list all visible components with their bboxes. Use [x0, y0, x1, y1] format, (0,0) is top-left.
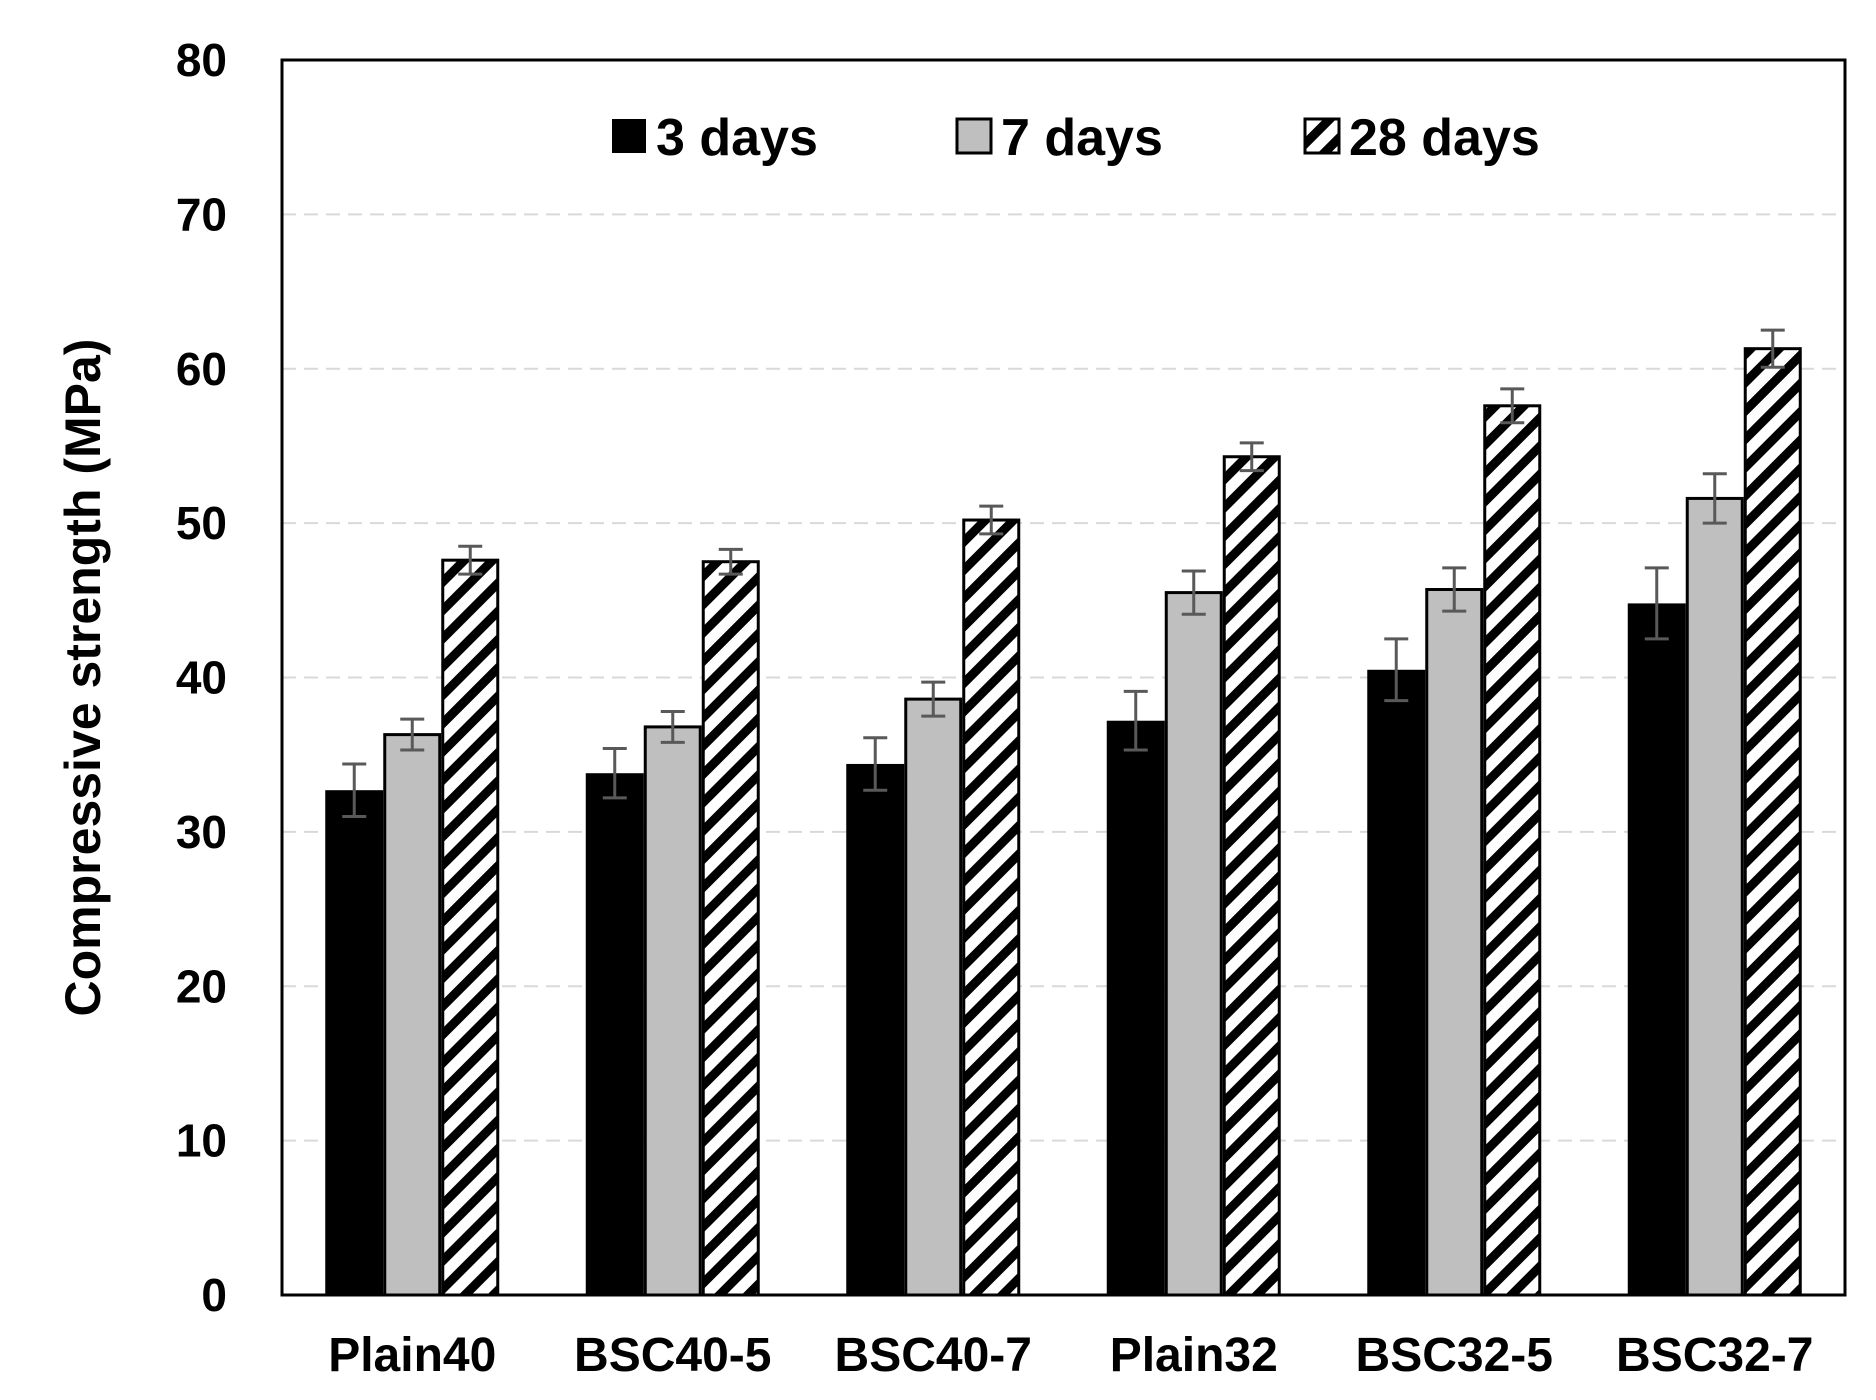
legend-swatch-28days	[1303, 117, 1341, 155]
bar-BSC40-7-28days	[962, 518, 1021, 1297]
y-tick-label-60: 60	[176, 343, 227, 395]
x-tick-label-BSC32-5: BSC32-5	[1356, 1329, 1553, 1382]
bar-BSC40-7-7days	[904, 697, 963, 1297]
y-axis-ticks: 0 10 20 30 40 50 60 70 80	[176, 34, 227, 1321]
bar-Plain32-3days	[1106, 720, 1165, 1295]
x-tick-label-BSC40-7: BSC40-7	[835, 1329, 1032, 1382]
x-tick-label-BSC40-5: BSC40-5	[574, 1329, 771, 1382]
y-axis-label: Compressive strength (MPa)	[55, 339, 111, 1017]
bar-BSC40-5-28days	[701, 560, 760, 1297]
bar-BSC32-5-7days	[1425, 588, 1484, 1297]
legend: 3 days 7 days 28 days	[612, 109, 1540, 167]
y-tick-label-20: 20	[176, 960, 227, 1012]
legend-label-28days: 28 days	[1349, 109, 1540, 167]
y-tick-label-50: 50	[176, 497, 227, 549]
x-axis-ticks: Plain40 BSC40-5 BSC40-7 Plain32 BSC32-5 BSC32…	[328, 1329, 1813, 1382]
bar-Plain32-7days	[1164, 591, 1223, 1297]
legend-label-7days: 7 days	[1001, 109, 1163, 167]
bar-BSC32-7-3days	[1627, 603, 1686, 1295]
error-bars	[342, 328, 1785, 818]
bar-BSC32-7-28days	[1743, 347, 1802, 1297]
bar-Plain40-7days	[383, 733, 442, 1297]
y-tick-label-10: 10	[176, 1115, 227, 1167]
x-tick-label-BSC32-7: BSC32-7	[1616, 1329, 1813, 1382]
legend-swatch-3days	[612, 119, 646, 153]
legend-label-3days: 3 days	[656, 109, 818, 167]
y-tick-label-40: 40	[176, 652, 227, 704]
bar-BSC40-5-3days	[585, 773, 644, 1295]
y-tick-label-70: 70	[176, 188, 227, 240]
y-tick-label-80: 80	[176, 34, 227, 86]
bar-BSC32-7-7days	[1685, 496, 1744, 1297]
y-tick-label-30: 30	[176, 806, 227, 858]
bar-BSC32-5-3days	[1367, 669, 1426, 1295]
legend-swatch-7days	[955, 117, 993, 155]
bars	[325, 347, 1802, 1297]
bar-Plain40-28days	[441, 558, 500, 1297]
y-tick-label-0: 0	[201, 1269, 227, 1321]
x-tick-label-Plain40: Plain40	[328, 1329, 496, 1382]
bar-BSC32-5-28days	[1483, 404, 1542, 1297]
bar-BSC40-7-3days	[846, 763, 905, 1295]
bar-Plain40-3days	[325, 790, 384, 1295]
bar-BSC40-5-7days	[643, 725, 702, 1297]
x-tick-label-Plain32: Plain32	[1110, 1329, 1278, 1382]
bar-Plain32-28days	[1222, 455, 1281, 1297]
plot-area-frame	[280, 58, 1847, 1297]
grid-lines	[282, 213, 1845, 1142]
